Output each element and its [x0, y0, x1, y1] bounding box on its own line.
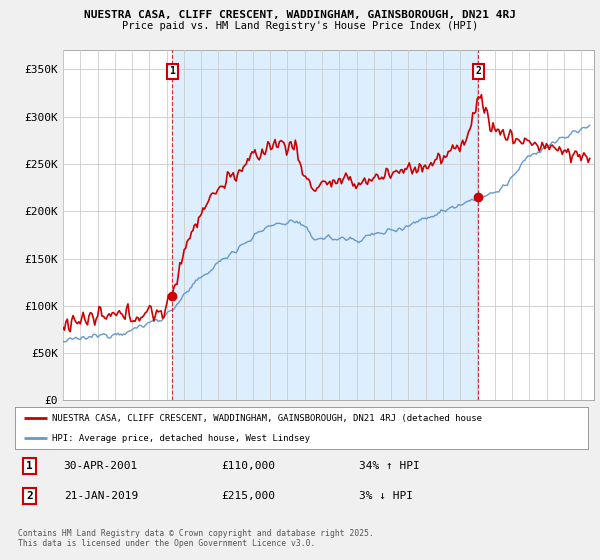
- Text: 30-APR-2001: 30-APR-2001: [64, 461, 138, 472]
- Text: 21-JAN-2019: 21-JAN-2019: [64, 491, 138, 501]
- Text: NUESTRA CASA, CLIFF CRESCENT, WADDINGHAM, GAINSBOROUGH, DN21 4RJ (detached house: NUESTRA CASA, CLIFF CRESCENT, WADDINGHAM…: [52, 413, 482, 423]
- Text: NUESTRA CASA, CLIFF CRESCENT, WADDINGHAM, GAINSBOROUGH, DN21 4RJ: NUESTRA CASA, CLIFF CRESCENT, WADDINGHAM…: [84, 10, 516, 20]
- Text: £110,000: £110,000: [221, 461, 275, 472]
- Text: Contains HM Land Registry data © Crown copyright and database right 2025.
This d: Contains HM Land Registry data © Crown c…: [18, 529, 374, 548]
- Text: 1: 1: [169, 67, 175, 76]
- Text: 1: 1: [26, 461, 33, 472]
- Bar: [172, 50, 478, 400]
- Text: 2: 2: [26, 491, 33, 501]
- Text: Price paid vs. HM Land Registry's House Price Index (HPI): Price paid vs. HM Land Registry's House …: [122, 21, 478, 31]
- Text: £215,000: £215,000: [221, 491, 275, 501]
- Text: 34% ↑ HPI: 34% ↑ HPI: [359, 461, 419, 472]
- Text: HPI: Average price, detached house, West Lindsey: HPI: Average price, detached house, West…: [52, 433, 310, 443]
- Text: 3% ↓ HPI: 3% ↓ HPI: [359, 491, 413, 501]
- Text: 2: 2: [475, 67, 481, 76]
